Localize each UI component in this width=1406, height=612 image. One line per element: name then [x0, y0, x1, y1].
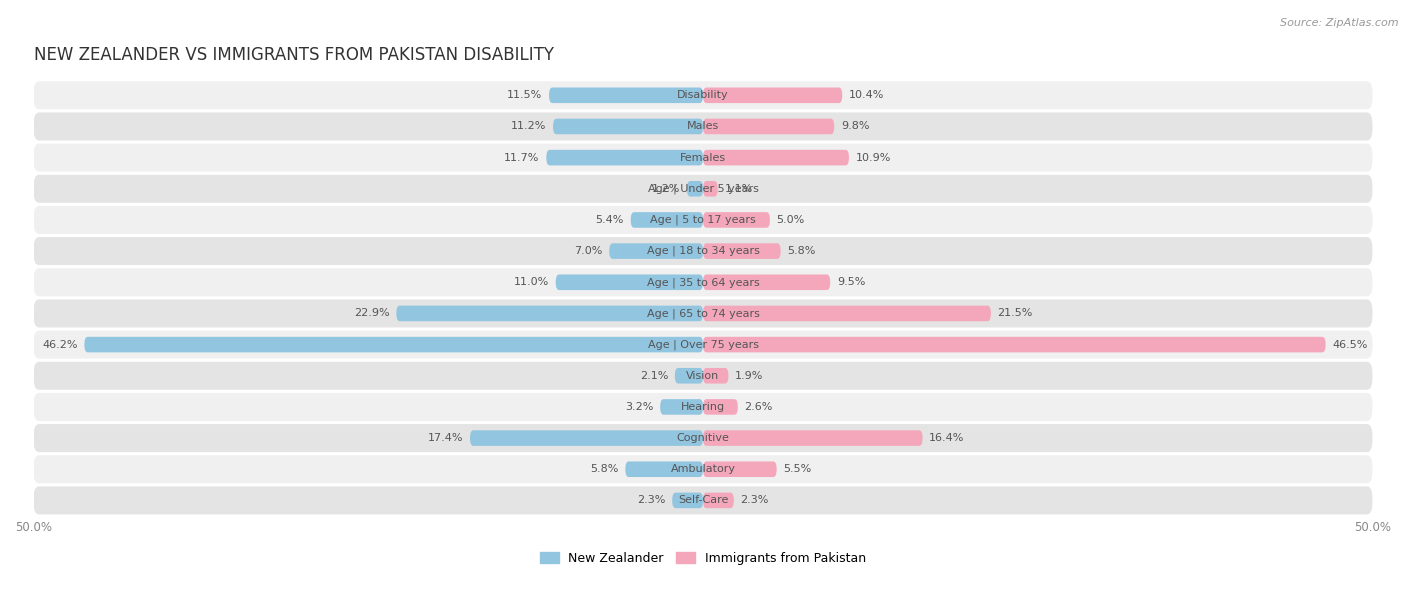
Text: Source: ZipAtlas.com: Source: ZipAtlas.com [1281, 18, 1399, 28]
FancyBboxPatch shape [34, 330, 1372, 359]
Text: Males: Males [688, 121, 718, 132]
FancyBboxPatch shape [34, 113, 1372, 141]
FancyBboxPatch shape [703, 181, 717, 196]
FancyBboxPatch shape [675, 368, 703, 384]
FancyBboxPatch shape [553, 119, 703, 134]
FancyBboxPatch shape [703, 305, 991, 321]
FancyBboxPatch shape [703, 461, 776, 477]
Text: Age | 5 to 17 years: Age | 5 to 17 years [650, 215, 756, 225]
FancyBboxPatch shape [34, 424, 1372, 452]
FancyBboxPatch shape [703, 368, 728, 384]
Text: 1.1%: 1.1% [724, 184, 752, 194]
FancyBboxPatch shape [661, 399, 703, 415]
Text: Self-Care: Self-Care [678, 495, 728, 506]
Text: 5.8%: 5.8% [591, 465, 619, 474]
Text: Vision: Vision [686, 371, 720, 381]
Text: 9.8%: 9.8% [841, 121, 869, 132]
FancyBboxPatch shape [703, 337, 1326, 353]
Text: 11.2%: 11.2% [510, 121, 547, 132]
FancyBboxPatch shape [548, 88, 703, 103]
Text: Age | Under 5 years: Age | Under 5 years [648, 184, 758, 194]
FancyBboxPatch shape [84, 337, 703, 353]
FancyBboxPatch shape [688, 181, 703, 196]
Text: Age | Over 75 years: Age | Over 75 years [648, 339, 758, 350]
FancyBboxPatch shape [34, 175, 1372, 203]
Text: 2.3%: 2.3% [741, 495, 769, 506]
FancyBboxPatch shape [555, 275, 703, 290]
Text: Hearing: Hearing [681, 402, 725, 412]
FancyBboxPatch shape [34, 81, 1372, 110]
Text: 5.8%: 5.8% [787, 246, 815, 256]
Text: 46.5%: 46.5% [1333, 340, 1368, 349]
Text: 17.4%: 17.4% [427, 433, 464, 443]
FancyBboxPatch shape [34, 144, 1372, 171]
Text: 21.5%: 21.5% [998, 308, 1033, 318]
FancyBboxPatch shape [547, 150, 703, 165]
Text: 5.4%: 5.4% [596, 215, 624, 225]
FancyBboxPatch shape [34, 268, 1372, 296]
Text: Age | 35 to 64 years: Age | 35 to 64 years [647, 277, 759, 288]
Legend: New Zealander, Immigrants from Pakistan: New Zealander, Immigrants from Pakistan [534, 547, 872, 570]
FancyBboxPatch shape [703, 88, 842, 103]
Text: 10.9%: 10.9% [856, 152, 891, 163]
FancyBboxPatch shape [34, 455, 1372, 483]
Text: 1.2%: 1.2% [652, 184, 681, 194]
FancyBboxPatch shape [703, 430, 922, 446]
FancyBboxPatch shape [703, 275, 830, 290]
FancyBboxPatch shape [396, 305, 703, 321]
Text: 2.1%: 2.1% [640, 371, 668, 381]
Text: Age | 18 to 34 years: Age | 18 to 34 years [647, 246, 759, 256]
Text: 16.4%: 16.4% [929, 433, 965, 443]
Text: 10.4%: 10.4% [849, 91, 884, 100]
FancyBboxPatch shape [703, 212, 770, 228]
Text: Age | 65 to 74 years: Age | 65 to 74 years [647, 308, 759, 319]
Text: Cognitive: Cognitive [676, 433, 730, 443]
Text: 50.0%: 50.0% [1354, 521, 1391, 534]
FancyBboxPatch shape [34, 299, 1372, 327]
FancyBboxPatch shape [470, 430, 703, 446]
FancyBboxPatch shape [34, 362, 1372, 390]
FancyBboxPatch shape [631, 212, 703, 228]
FancyBboxPatch shape [34, 393, 1372, 421]
Text: Disability: Disability [678, 91, 728, 100]
Text: 5.5%: 5.5% [783, 465, 811, 474]
Text: NEW ZEALANDER VS IMMIGRANTS FROM PAKISTAN DISABILITY: NEW ZEALANDER VS IMMIGRANTS FROM PAKISTA… [34, 46, 554, 64]
Text: 3.2%: 3.2% [626, 402, 654, 412]
Text: 9.5%: 9.5% [837, 277, 865, 287]
Text: Females: Females [681, 152, 725, 163]
Text: 5.0%: 5.0% [776, 215, 804, 225]
FancyBboxPatch shape [626, 461, 703, 477]
Text: 50.0%: 50.0% [15, 521, 52, 534]
FancyBboxPatch shape [34, 206, 1372, 234]
Text: 2.3%: 2.3% [637, 495, 665, 506]
Text: 7.0%: 7.0% [574, 246, 603, 256]
FancyBboxPatch shape [703, 150, 849, 165]
FancyBboxPatch shape [703, 399, 738, 415]
FancyBboxPatch shape [34, 487, 1372, 515]
FancyBboxPatch shape [703, 244, 780, 259]
Text: 11.7%: 11.7% [505, 152, 540, 163]
FancyBboxPatch shape [609, 244, 703, 259]
Text: Ambulatory: Ambulatory [671, 465, 735, 474]
FancyBboxPatch shape [703, 493, 734, 508]
Text: 11.5%: 11.5% [508, 91, 543, 100]
Text: 11.0%: 11.0% [513, 277, 548, 287]
FancyBboxPatch shape [672, 493, 703, 508]
FancyBboxPatch shape [703, 119, 834, 134]
Text: 2.6%: 2.6% [745, 402, 773, 412]
Text: 1.9%: 1.9% [735, 371, 763, 381]
FancyBboxPatch shape [34, 237, 1372, 265]
Text: 46.2%: 46.2% [42, 340, 77, 349]
Text: 22.9%: 22.9% [354, 308, 389, 318]
